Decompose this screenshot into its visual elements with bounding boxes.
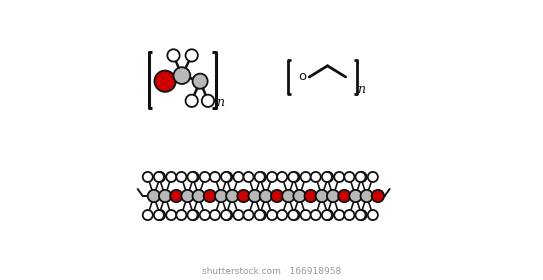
Circle shape <box>356 172 365 182</box>
Circle shape <box>344 172 355 182</box>
Circle shape <box>372 190 384 202</box>
Circle shape <box>344 210 355 220</box>
Text: n: n <box>357 83 365 96</box>
Circle shape <box>233 210 243 220</box>
Circle shape <box>188 210 199 220</box>
Circle shape <box>243 172 254 182</box>
Circle shape <box>357 172 367 182</box>
Circle shape <box>277 172 287 182</box>
Circle shape <box>338 190 350 202</box>
Circle shape <box>311 210 321 220</box>
Circle shape <box>289 172 300 182</box>
Circle shape <box>221 210 231 220</box>
Circle shape <box>222 172 232 182</box>
Circle shape <box>181 190 194 202</box>
Circle shape <box>187 172 198 182</box>
Circle shape <box>323 210 333 220</box>
Circle shape <box>154 172 164 182</box>
Circle shape <box>305 190 317 202</box>
Circle shape <box>288 172 299 182</box>
Circle shape <box>233 172 243 182</box>
Circle shape <box>288 210 299 220</box>
Circle shape <box>368 210 378 220</box>
Circle shape <box>143 172 153 182</box>
Circle shape <box>357 210 367 220</box>
Circle shape <box>210 210 220 220</box>
Circle shape <box>289 210 300 220</box>
Circle shape <box>200 210 210 220</box>
Circle shape <box>301 172 311 182</box>
Circle shape <box>349 190 362 202</box>
Circle shape <box>154 210 164 220</box>
Text: o: o <box>299 70 307 83</box>
Circle shape <box>368 172 378 182</box>
Circle shape <box>221 172 231 182</box>
Circle shape <box>322 210 332 220</box>
Circle shape <box>249 190 261 202</box>
Circle shape <box>361 190 373 202</box>
Circle shape <box>176 172 186 182</box>
Circle shape <box>143 210 153 220</box>
Circle shape <box>200 172 210 182</box>
Circle shape <box>186 95 198 107</box>
Circle shape <box>282 190 294 202</box>
Circle shape <box>170 190 182 202</box>
Circle shape <box>260 190 272 202</box>
Circle shape <box>301 210 311 220</box>
Circle shape <box>176 210 186 220</box>
Circle shape <box>166 172 176 182</box>
Circle shape <box>204 190 216 202</box>
Circle shape <box>187 210 198 220</box>
Circle shape <box>188 172 199 182</box>
Circle shape <box>334 210 344 220</box>
Circle shape <box>154 71 176 92</box>
Circle shape <box>155 172 165 182</box>
Circle shape <box>323 172 333 182</box>
Circle shape <box>193 74 207 89</box>
Circle shape <box>243 210 254 220</box>
Circle shape <box>215 190 228 202</box>
Circle shape <box>277 210 287 220</box>
Circle shape <box>256 210 266 220</box>
Circle shape <box>267 172 277 182</box>
Circle shape <box>167 49 180 62</box>
Circle shape <box>186 49 198 62</box>
Circle shape <box>159 190 171 202</box>
Circle shape <box>210 172 220 182</box>
Circle shape <box>315 190 328 202</box>
Circle shape <box>226 190 238 202</box>
Text: n: n <box>217 96 225 109</box>
Circle shape <box>202 95 214 107</box>
Circle shape <box>356 210 365 220</box>
Circle shape <box>255 210 265 220</box>
Circle shape <box>256 172 266 182</box>
Circle shape <box>237 190 250 202</box>
Circle shape <box>255 172 265 182</box>
Circle shape <box>271 190 283 202</box>
Circle shape <box>174 67 190 84</box>
Text: shutterstock.com · 166918958: shutterstock.com · 166918958 <box>202 267 341 276</box>
Circle shape <box>166 210 176 220</box>
Circle shape <box>148 190 160 202</box>
Circle shape <box>311 172 321 182</box>
Circle shape <box>267 210 277 220</box>
Circle shape <box>193 190 205 202</box>
Circle shape <box>322 172 332 182</box>
Circle shape <box>293 190 306 202</box>
Circle shape <box>327 190 339 202</box>
Circle shape <box>334 172 344 182</box>
Circle shape <box>155 210 165 220</box>
Circle shape <box>222 210 232 220</box>
